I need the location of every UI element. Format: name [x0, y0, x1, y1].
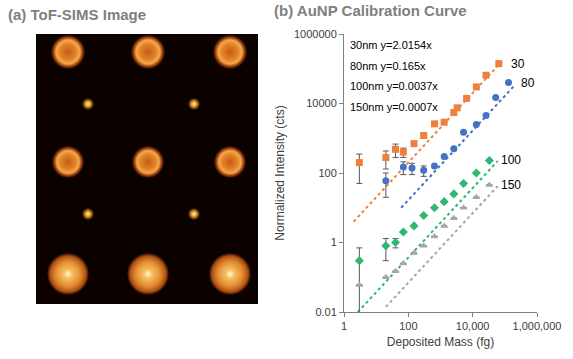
svg-text:150: 150	[501, 178, 521, 192]
svg-text:10000: 10000	[306, 97, 337, 109]
svg-text:100: 100	[399, 320, 417, 332]
svg-text:1000000: 1000000	[294, 28, 337, 40]
svg-text:1: 1	[341, 320, 347, 332]
svg-text:150nm y=0.0007x: 150nm y=0.0007x	[350, 101, 438, 113]
svg-text:1,000,000: 1,000,000	[513, 320, 562, 332]
svg-text:(b) AuNP Calibration Curve: (b) AuNP Calibration Curve	[274, 2, 467, 19]
svg-text:30: 30	[511, 57, 525, 71]
svg-text:100: 100	[501, 153, 521, 167]
svg-text:10,000: 10,000	[456, 320, 490, 332]
svg-text:100nm y=0.0037x: 100nm y=0.0037x	[350, 80, 438, 92]
svg-text:1: 1	[331, 236, 337, 248]
svg-text:30nm y=2.0154x: 30nm y=2.0154x	[350, 39, 432, 51]
html-text:(a) ToF-SIMS Image: (a) ToF-SIMS Image	[8, 6, 147, 23]
svg-text:100: 100	[318, 167, 336, 179]
svg-text:Deposited Mass (fg): Deposited Mass (fg)	[387, 335, 494, 349]
svg-text:80: 80	[521, 76, 535, 90]
svg-text:80nm y=0.165x: 80nm y=0.165x	[350, 60, 426, 72]
svg-text:Normalized Intensity (cts): Normalized Intensity (cts)	[273, 105, 287, 240]
svg-text:0.01: 0.01	[315, 306, 336, 318]
